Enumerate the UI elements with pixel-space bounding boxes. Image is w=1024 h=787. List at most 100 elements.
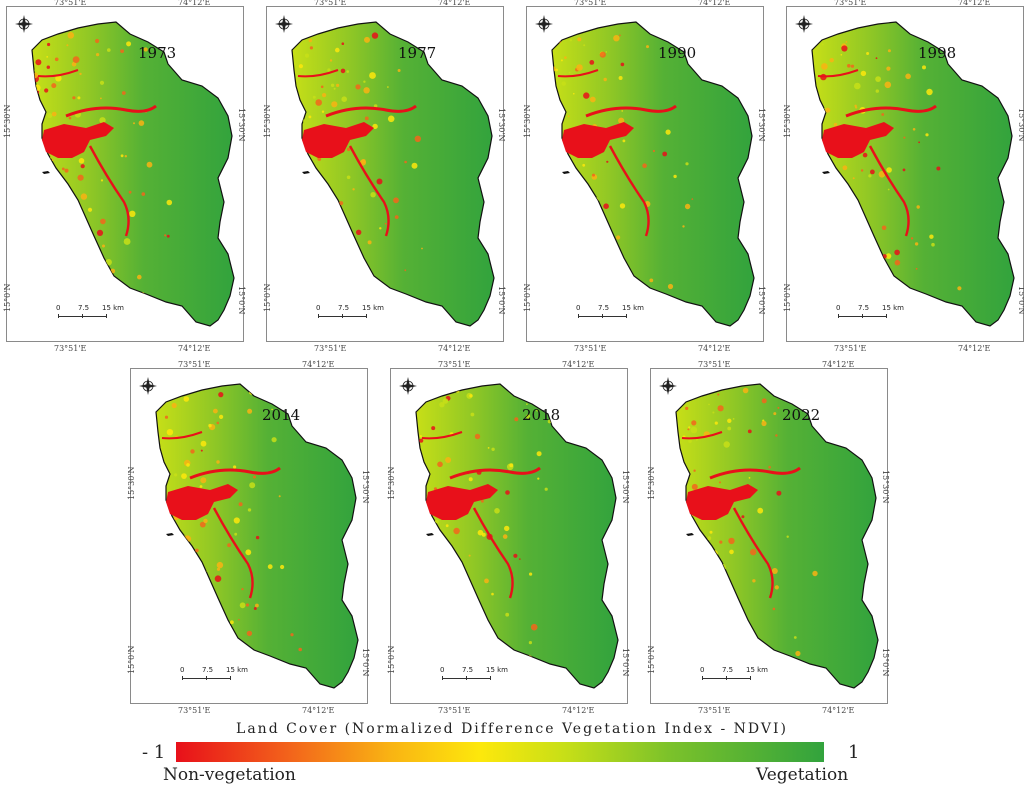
ndvi-patch (77, 242, 80, 246)
ndvi-patch (120, 154, 124, 158)
legend-non-vegetation-label: Non-vegetation (163, 765, 296, 785)
ndvi-patch (100, 179, 104, 182)
lat-label-left-lower: 15°0'N (647, 645, 656, 674)
scale-bar: 0 7.5 15 km (314, 304, 384, 322)
ndvi-patch (442, 398, 449, 404)
ndvi-patch (559, 218, 566, 225)
ndvi-patch (356, 229, 362, 235)
land-outline (291, 21, 495, 327)
ndvi-patch (519, 558, 521, 560)
ndvi-patch (747, 429, 752, 434)
ndvi-patch (555, 256, 558, 260)
ndvi-patch (304, 53, 310, 58)
ndvi-patch (577, 37, 582, 42)
ndvi-patch (232, 647, 239, 654)
ndvi-patch (79, 72, 82, 76)
scale-end: 15 km (362, 304, 385, 312)
ndvi-patch (292, 246, 295, 251)
ndvi-patch (320, 221, 325, 226)
ndvi-patch (311, 293, 318, 300)
ndvi-patch (135, 314, 138, 317)
ndvi-patch (723, 441, 730, 448)
ndvi-patch (208, 423, 212, 428)
ndvi-patch (80, 164, 85, 169)
ndvi-patch (129, 210, 136, 217)
estuary-water (302, 122, 374, 158)
ndvi-patch (308, 115, 312, 119)
ndvi-patch (361, 292, 364, 296)
ndvi-patch (245, 603, 249, 607)
river-north (65, 104, 157, 118)
map-panel-2018: 2018 73°51'E 74°12'E 73°51'E 74°12'E 15°… (387, 360, 630, 715)
ndvi-patch (421, 247, 423, 250)
ndvi-patch (842, 296, 847, 301)
ndvi-patch (915, 267, 918, 270)
ndvi-patch (688, 625, 694, 631)
ndvi-patch (32, 316, 35, 319)
ndvi-patch (691, 483, 698, 490)
ndvi-patch (662, 151, 668, 157)
ndvi-patch (370, 276, 375, 281)
scale-zero: 0 (576, 304, 581, 312)
lon-label-top-right: 74°12'E (822, 360, 855, 369)
ndvi-patch (857, 251, 862, 255)
ndvi-patch (126, 41, 132, 47)
ndvi-patch (561, 258, 567, 264)
lon-label-bottom-left: 73°51'E (314, 344, 347, 353)
ndvi-patch (845, 41, 848, 43)
ndvi-patch (772, 607, 776, 611)
ndvi-patch (397, 69, 401, 72)
ndvi-patch (509, 463, 514, 468)
ndvi-patch (682, 586, 687, 591)
ndvi-patch (873, 296, 876, 299)
lat-label-right-upper: 15°30'N (361, 470, 370, 504)
ndvi-patch (775, 434, 778, 437)
ndvi-patch (842, 239, 850, 246)
ndvi-patch (131, 318, 136, 323)
ndvi-patch (599, 51, 606, 58)
ndvi-patch (842, 165, 848, 171)
ndvi-patch (771, 568, 778, 574)
river-upper (297, 69, 339, 78)
ndvi-patch (32, 157, 34, 161)
ndvi-patch (34, 261, 37, 264)
ndvi-patch (320, 85, 324, 89)
ndvi-patch (826, 243, 833, 251)
ndvi-patch (922, 65, 926, 70)
ndvi-patch (34, 84, 41, 92)
scale-tick (702, 676, 703, 680)
ndvi-patch (918, 141, 920, 144)
ndvi-patch (146, 161, 153, 168)
ndvi-patch (393, 197, 399, 204)
ndvi-patch (875, 89, 879, 93)
ndvi-patch (832, 187, 836, 192)
river-north (449, 466, 541, 480)
ndvi-patch (182, 577, 188, 583)
ndvi-patch (304, 211, 312, 218)
ndvi-patch (418, 523, 423, 528)
ndvi-patch (32, 169, 33, 171)
ndvi-patch (502, 534, 508, 539)
ndvi-patch (875, 57, 878, 60)
ndvi-patch (363, 87, 370, 94)
ndvi-patch (217, 662, 220, 665)
ndvi-patch (887, 188, 890, 191)
ndvi-patch (308, 38, 312, 43)
ndvi-patch (902, 168, 906, 172)
ndvi-patch (364, 36, 370, 43)
ndvi-patch (51, 83, 57, 89)
ndvi-patch (453, 527, 460, 535)
scale-bar: 0 7.5 15 km (54, 304, 124, 322)
ndvi-patch (327, 68, 331, 72)
ndvi-patch (821, 63, 828, 70)
ndvi-patch (341, 96, 347, 102)
ndvi-patch (120, 49, 124, 53)
scale-tick (442, 676, 443, 680)
map-year-label: 2018 (522, 406, 561, 424)
ndvi-patch (468, 554, 471, 557)
ndvi-patch (417, 572, 424, 579)
ndvi-patch (367, 240, 372, 245)
ndvi-patch (579, 26, 584, 31)
ndvi-patch (233, 465, 237, 469)
ndvi-patch (33, 270, 40, 277)
